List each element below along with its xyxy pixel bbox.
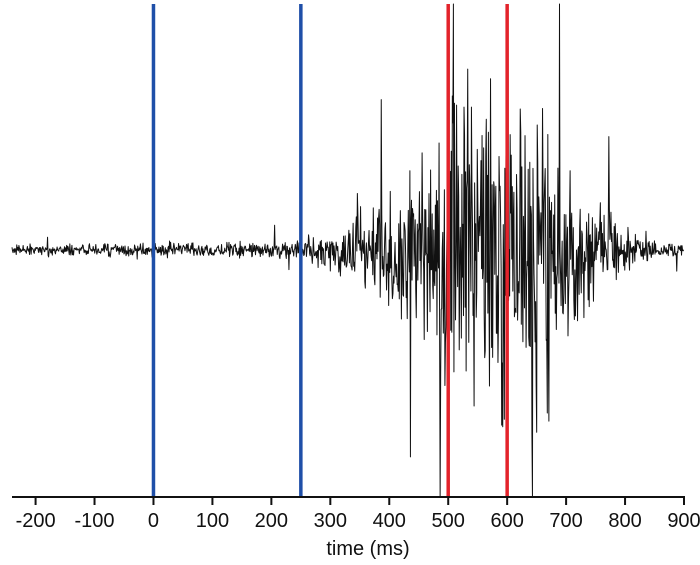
x-axis-ticks: -200 -100 0 100 200 300 400 500 600 700 800 900 — [16, 497, 700, 532]
event-markers — [151, 4, 509, 497]
x-tick-label: 100 — [196, 510, 229, 532]
signal-trace-layer — [11, 3, 685, 497]
x-tick-label: 900 — [667, 510, 700, 532]
x-tick-label: 500 — [432, 510, 465, 532]
x-tick-label: 600 — [490, 510, 523, 532]
x-tick-label: -200 — [16, 510, 56, 532]
x-tick-label: 800 — [608, 510, 641, 532]
x-tick-label: 400 — [373, 510, 406, 532]
x-tick-label: 0 — [148, 510, 159, 532]
x-tick-label: -100 — [75, 510, 115, 532]
x-axis-title: time (ms) — [326, 538, 409, 560]
x-tick-label: 200 — [255, 510, 288, 532]
signal-trace-line — [11, 3, 685, 497]
x-tick-label: 300 — [314, 510, 347, 532]
x-tick-label: 700 — [549, 510, 582, 532]
